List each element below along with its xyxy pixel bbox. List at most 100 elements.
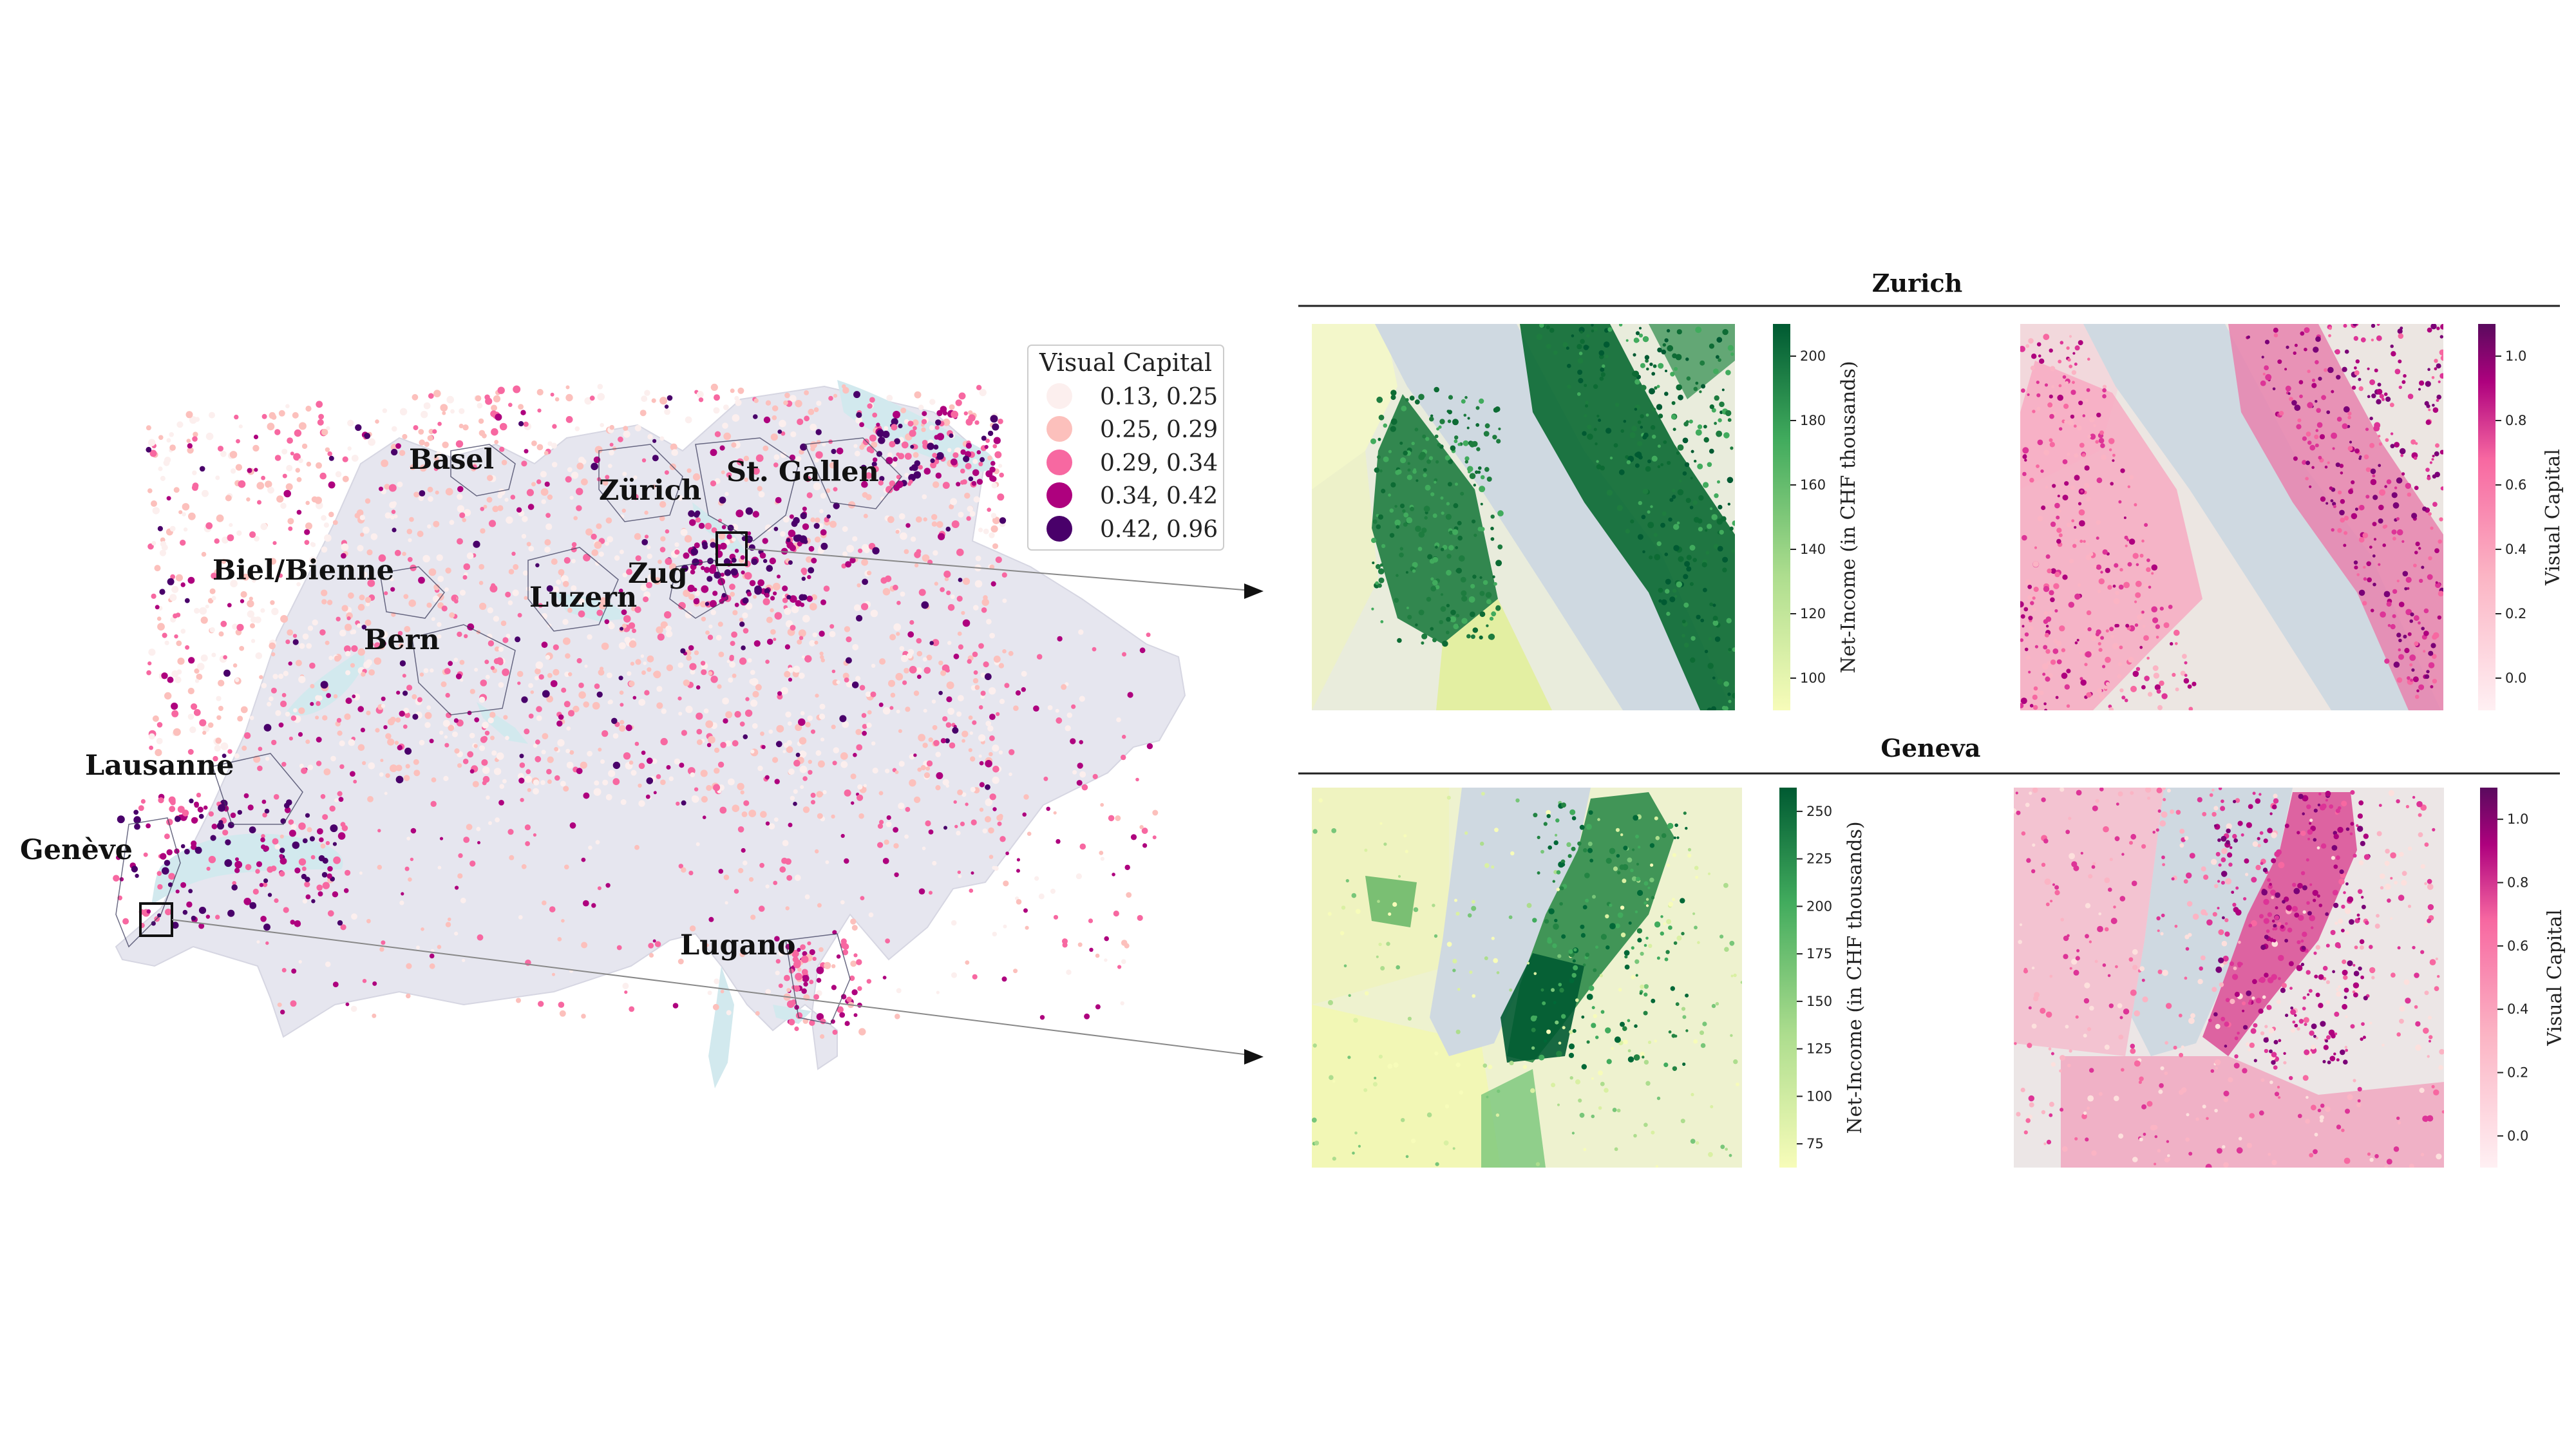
map-point xyxy=(2159,607,2164,611)
map-point xyxy=(2425,381,2431,387)
map-point xyxy=(2079,520,2085,527)
map-point xyxy=(1673,524,1680,530)
map-point xyxy=(940,738,946,744)
map-point xyxy=(2402,571,2409,577)
map-point xyxy=(632,696,637,700)
map-point xyxy=(770,608,774,612)
map-point xyxy=(680,648,686,654)
map-point xyxy=(817,760,825,768)
map-point xyxy=(279,857,287,865)
map-point xyxy=(1693,516,1700,523)
map-point xyxy=(879,658,886,665)
map-point xyxy=(156,616,162,621)
map-point xyxy=(2059,1069,2062,1073)
map-point xyxy=(1390,482,1396,488)
geneva-visual-capital-map xyxy=(2014,788,2444,1168)
map-point xyxy=(2432,455,2435,458)
map-point xyxy=(504,498,509,502)
map-point xyxy=(201,551,207,557)
map-point xyxy=(417,531,424,537)
map-point xyxy=(958,392,966,400)
map-point xyxy=(779,419,786,428)
map-point xyxy=(786,988,791,992)
map-point xyxy=(1440,496,1444,500)
map-point xyxy=(931,699,936,704)
map-point xyxy=(1639,327,1642,330)
map-point xyxy=(1546,1029,1551,1034)
map-point xyxy=(790,795,795,801)
map-point xyxy=(659,436,665,441)
map-point xyxy=(2023,454,2027,459)
map-point xyxy=(896,600,901,605)
map-point xyxy=(2192,913,2199,920)
map-point xyxy=(2362,1036,2366,1039)
map-point xyxy=(2139,1076,2144,1081)
map-point xyxy=(2201,866,2206,872)
map-point xyxy=(454,931,459,936)
map-point xyxy=(1146,743,1153,750)
map-point xyxy=(2405,576,2412,583)
map-point xyxy=(1695,875,1699,879)
map-point xyxy=(2367,367,2370,370)
map-point xyxy=(632,629,636,633)
map-point xyxy=(652,455,659,462)
map-point xyxy=(1552,943,1557,949)
map-point xyxy=(718,869,724,874)
map-point xyxy=(2074,538,2078,542)
map-point xyxy=(913,444,918,450)
map-point xyxy=(1707,524,1712,529)
map-point xyxy=(508,402,513,407)
map-point xyxy=(1508,915,1513,920)
map-point xyxy=(325,961,331,967)
map-point xyxy=(1609,457,1613,460)
map-point xyxy=(482,775,490,783)
map-point xyxy=(2315,360,2319,365)
map-point xyxy=(521,864,527,869)
map-point xyxy=(612,778,620,786)
map-point xyxy=(328,481,336,489)
map-point xyxy=(1396,965,1400,970)
city-label-lugano: Lugano xyxy=(680,929,795,961)
map-point xyxy=(969,731,974,735)
map-point xyxy=(1635,835,1639,838)
map-point xyxy=(920,765,926,771)
map-point xyxy=(581,478,588,486)
map-point xyxy=(2290,1028,2295,1033)
map-point xyxy=(974,420,980,425)
map-point xyxy=(2306,804,2311,810)
map-point xyxy=(2269,1049,2273,1054)
map-point xyxy=(635,659,641,665)
map-point xyxy=(290,1000,297,1007)
map-point xyxy=(707,990,712,996)
map-point xyxy=(1409,395,1415,401)
map-point xyxy=(2304,347,2307,352)
map-point xyxy=(419,739,425,746)
map-point xyxy=(1378,942,1382,947)
map-point xyxy=(2259,793,2262,796)
map-point xyxy=(1489,616,1494,621)
map-point xyxy=(1679,479,1682,482)
map-point xyxy=(1712,676,1716,680)
map-point xyxy=(435,490,439,495)
map-point xyxy=(634,845,639,850)
map-point xyxy=(2396,1116,2400,1121)
map-point xyxy=(684,535,692,543)
map-point xyxy=(1684,561,1690,567)
map-point xyxy=(2325,1106,2331,1112)
map-point xyxy=(990,513,997,518)
map-point xyxy=(405,764,410,769)
legend-swatch-3 xyxy=(1046,450,1072,475)
map-point xyxy=(1554,918,1558,923)
map-point xyxy=(254,616,261,623)
map-point xyxy=(2021,388,2025,393)
map-point xyxy=(2141,685,2146,690)
map-point xyxy=(2221,848,2228,855)
map-point xyxy=(1728,699,1732,703)
map-point xyxy=(877,823,884,829)
map-point xyxy=(1546,810,1551,815)
map-point xyxy=(857,784,863,790)
zurich-vc-colorbar xyxy=(2478,324,2496,710)
map-point xyxy=(1689,506,1694,509)
map-point xyxy=(1392,902,1397,907)
